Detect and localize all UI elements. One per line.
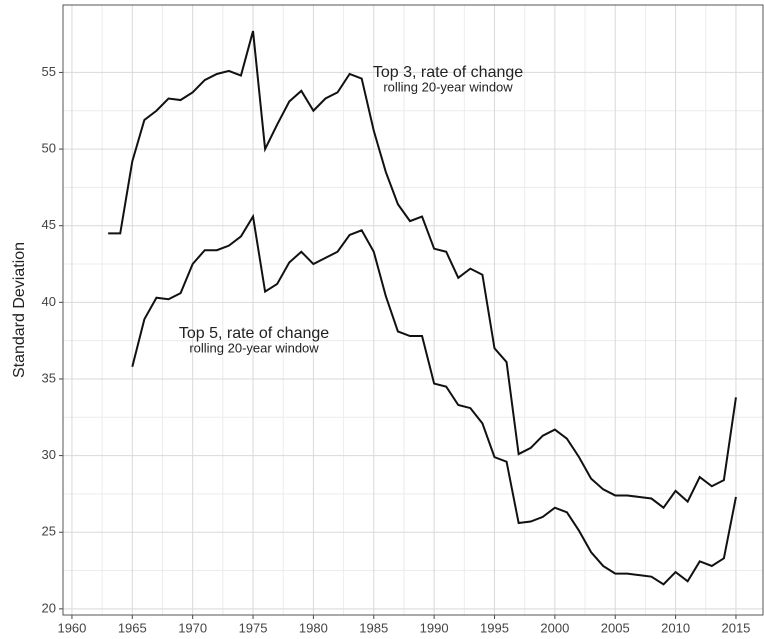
y-tick-label: 40 <box>42 294 56 309</box>
annotation-sub: rolling 20-year window <box>189 340 319 355</box>
x-tick-label: 1960 <box>57 620 86 635</box>
y-tick-label: 45 <box>42 217 56 232</box>
x-tick-label: 2005 <box>601 620 630 635</box>
x-tick-label: 2000 <box>540 620 569 635</box>
x-tick-label: 1980 <box>299 620 328 635</box>
y-tick-label: 20 <box>42 600 56 615</box>
x-tick-label: 1995 <box>480 620 509 635</box>
y-tick-label: 25 <box>42 524 56 539</box>
annotation-sub: rolling 20-year window <box>383 79 513 94</box>
x-tick-label: 1985 <box>359 620 388 635</box>
line-series <box>131 213 737 586</box>
panel-border <box>62 4 764 616</box>
y-tick-label: 30 <box>42 447 56 462</box>
y-tick-label: 55 <box>42 64 56 79</box>
y-tick-label: 35 <box>42 370 56 385</box>
annotation: Top 5, rate of change <box>179 325 329 342</box>
x-tick-label: 2015 <box>721 620 750 635</box>
annotation: Top 3, rate of change <box>373 64 523 81</box>
y-axis-label: Standard Deviation <box>11 242 28 378</box>
x-tick-label: 1975 <box>239 620 268 635</box>
x-tick-label: 2010 <box>661 620 690 635</box>
x-tick-label: 1965 <box>118 620 147 635</box>
x-tick-label: 1990 <box>420 620 449 635</box>
x-tick-label: 1970 <box>178 620 207 635</box>
line-series <box>108 30 737 510</box>
y-tick-label: 50 <box>42 141 56 156</box>
